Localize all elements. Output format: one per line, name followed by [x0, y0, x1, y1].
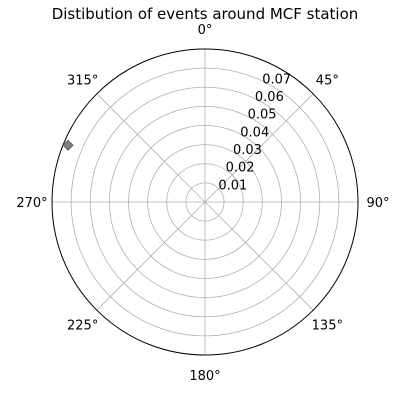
angle-tick-labels: 0° 45° 90° 135° 180° 225° 270° 315°	[16, 23, 389, 384]
radial-tick-label-3: 0.04	[240, 125, 269, 140]
angular-gridline-7	[96, 93, 206, 203]
radial-tick-labels: 0.01 0.02 0.03 0.04 0.05 0.06 0.07	[218, 72, 291, 193]
angular-gridline-5	[96, 201, 206, 311]
radial-tick-label-4: 0.05	[248, 108, 277, 123]
radial-tick-label-1: 0.02	[226, 161, 255, 176]
angle-tick-label-7: 315°	[67, 74, 98, 89]
angle-tick-label-1: 45°	[316, 74, 339, 89]
angular-gridline-1	[204, 93, 314, 203]
angle-tick-label-0: 0°	[198, 23, 213, 38]
radial-tick-label-6: 0.07	[262, 72, 291, 87]
angle-tick-label-2: 90°	[366, 196, 389, 211]
angular-gridline-3	[204, 201, 314, 311]
radial-tick-label-2: 0.03	[233, 143, 262, 158]
angle-tick-label-6: 270°	[16, 196, 47, 211]
polar-grid	[51, 48, 359, 356]
polar-frame	[51, 48, 359, 356]
data-point-0	[62, 139, 74, 151]
radial-tick-label-5: 0.06	[255, 90, 284, 105]
radial-tick-label-0: 0.01	[218, 178, 247, 193]
chart-title: Distibution of events around MCF station	[52, 5, 359, 23]
angle-tick-label-5: 225°	[67, 318, 98, 333]
angle-tick-label-4: 180°	[189, 369, 220, 384]
data-points	[62, 139, 74, 151]
angle-tick-label-3: 135°	[312, 318, 343, 333]
